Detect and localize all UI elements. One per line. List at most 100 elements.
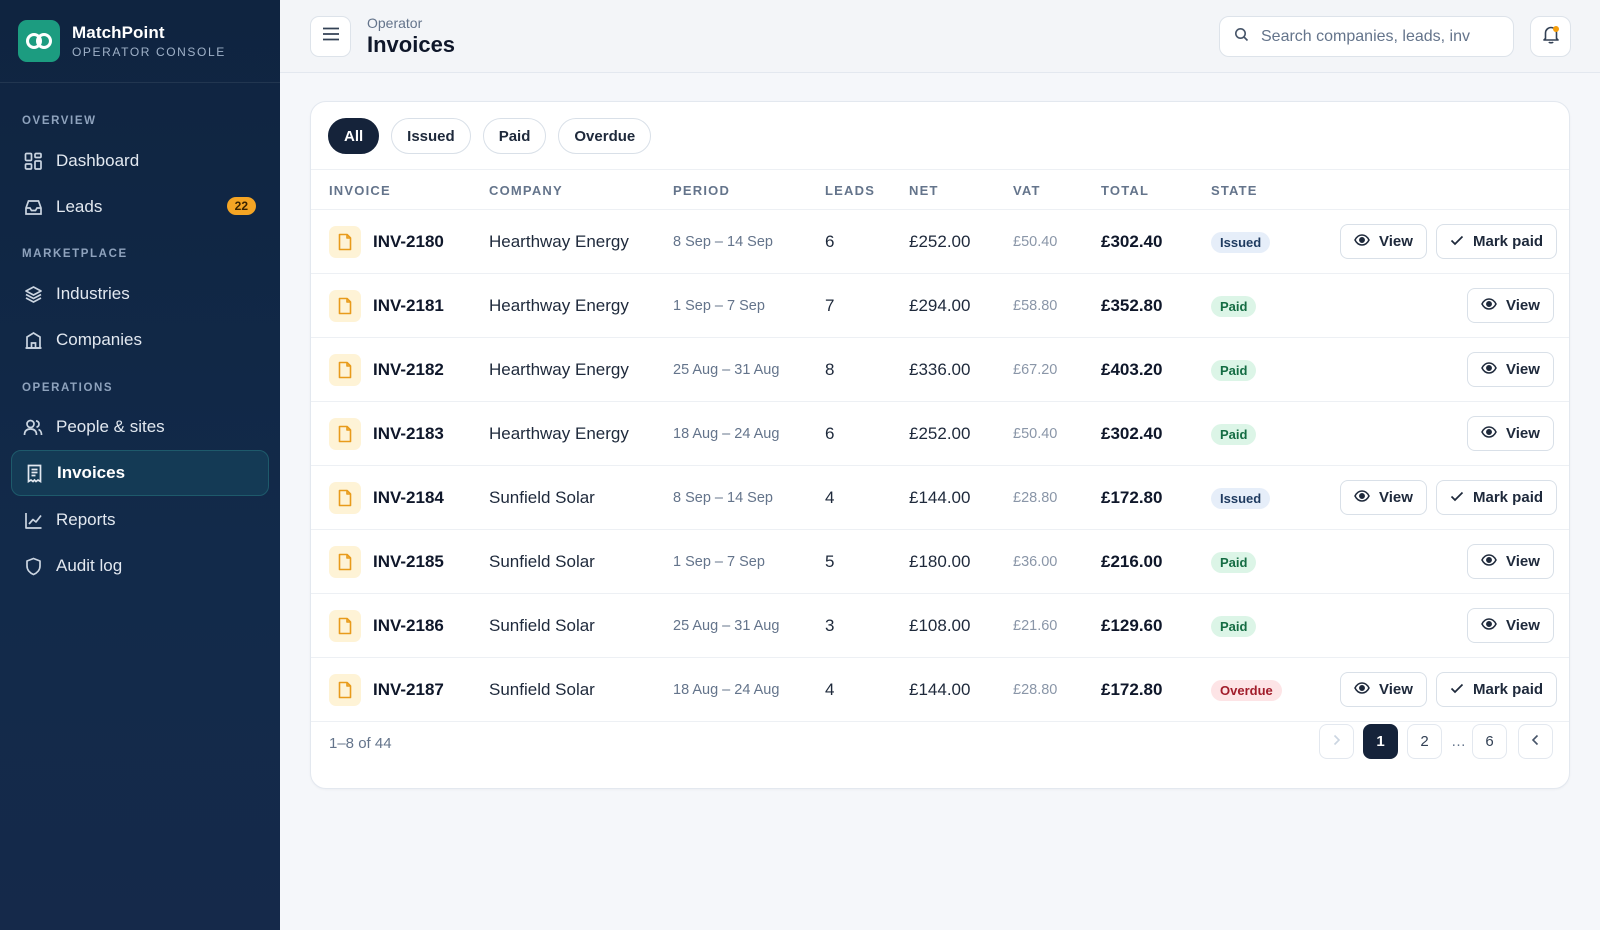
nav-section-operations: OPERATIONS bbox=[22, 382, 114, 394]
sidebar-item-label: People & sites bbox=[56, 417, 165, 436]
filter-chip-paid[interactable]: Paid bbox=[482, 118, 547, 154]
brand-subtitle: OPERATOR CONSOLE bbox=[72, 45, 226, 59]
filter-chip-all[interactable]: All bbox=[328, 118, 380, 154]
column-header-net: NET bbox=[909, 183, 939, 198]
eye-icon bbox=[1354, 489, 1379, 506]
net-amount: £144.00 bbox=[909, 488, 971, 507]
pagination-page-1[interactable]: 1 bbox=[1363, 724, 1398, 759]
sidebar-item-leads[interactable]: Leads 22 bbox=[11, 184, 269, 230]
sidebar-item-dashboard[interactable]: Dashboard bbox=[11, 138, 269, 184]
view-button-label: View bbox=[1506, 553, 1540, 570]
notifications-button[interactable] bbox=[1530, 16, 1571, 57]
filter-chip-issued[interactable]: Issued bbox=[391, 118, 471, 154]
layers-icon bbox=[23, 284, 43, 304]
view-button[interactable]: View bbox=[1467, 352, 1554, 387]
pagination-ellipsis: … bbox=[1451, 733, 1466, 750]
menu-toggle-button[interactable] bbox=[310, 16, 351, 57]
invoice-number[interactable]: INV-2184 bbox=[373, 488, 444, 507]
lead-count: 4 bbox=[825, 680, 835, 699]
document-icon bbox=[329, 610, 361, 642]
sidebar-item-label: Industries bbox=[56, 284, 130, 303]
receipt-icon bbox=[24, 463, 44, 483]
sidebar-item-companies[interactable]: Companies bbox=[11, 317, 269, 363]
invoice-number[interactable]: INV-2182 bbox=[373, 360, 444, 379]
leads-count-badge: 22 bbox=[226, 197, 256, 215]
document-icon bbox=[329, 482, 361, 514]
column-header-invoice: INVOICE bbox=[329, 183, 391, 198]
status-badge: Paid bbox=[1211, 423, 1257, 445]
status-badge: Paid bbox=[1211, 295, 1257, 317]
view-button[interactable]: View bbox=[1467, 416, 1554, 451]
sidebar-item-people-sites[interactable]: People & sites bbox=[11, 404, 269, 450]
table-row[interactable]: INV-2186 Sunfield Solar 25 Aug – 31 Aug 3 £1… bbox=[311, 594, 1569, 658]
sidebar-item-invoices[interactable]: Invoices bbox=[11, 450, 269, 496]
mark-paid-button[interactable]: Mark paid bbox=[1436, 672, 1558, 707]
invoice-number[interactable]: INV-2187 bbox=[373, 680, 444, 699]
view-button[interactable]: View bbox=[1467, 608, 1554, 643]
view-button[interactable]: View bbox=[1340, 480, 1427, 515]
status-badge: Issued bbox=[1211, 487, 1271, 509]
pagination-next-button[interactable] bbox=[1319, 724, 1354, 759]
invoices-card: All Issued Paid Overdue INVOICE COMPANY … bbox=[310, 101, 1570, 789]
status-badge: Paid bbox=[1211, 359, 1257, 381]
view-button[interactable]: View bbox=[1340, 224, 1427, 259]
page-title: Invoices bbox=[367, 32, 456, 57]
bell-icon bbox=[1542, 25, 1560, 49]
net-amount: £180.00 bbox=[909, 552, 971, 571]
document-icon bbox=[329, 354, 361, 386]
sidebar-item-reports[interactable]: Reports bbox=[11, 497, 269, 543]
breadcrumb: Operator bbox=[367, 15, 423, 31]
sidebar-item-label: Invoices bbox=[57, 463, 126, 482]
mark-paid-button[interactable]: Mark paid bbox=[1436, 480, 1558, 515]
search-input[interactable] bbox=[1261, 27, 1491, 46]
mark-paid-button[interactable]: Mark paid bbox=[1436, 224, 1558, 259]
table-row[interactable]: INV-2184 Sunfield Solar 8 Sep – 14 Sep 4 £14… bbox=[311, 466, 1569, 530]
pagination-prev-button[interactable] bbox=[1518, 724, 1553, 759]
nav-section-marketplace: MARKETPLACE bbox=[22, 248, 128, 260]
vat-amount: £28.80 bbox=[1013, 682, 1058, 698]
total-amount: £172.80 bbox=[1101, 680, 1163, 699]
inbox-icon bbox=[23, 197, 43, 217]
sidebar: MatchPoint OPERATOR CONSOLE OVERVIEW Das… bbox=[0, 0, 280, 930]
table-row[interactable]: INV-2181 Hearthway Energy 1 Sep – 7 Sep 7 £2… bbox=[311, 274, 1569, 338]
vat-amount: £21.60 bbox=[1013, 618, 1058, 634]
shield-icon bbox=[23, 556, 43, 576]
filter-chip-overdue[interactable]: Overdue bbox=[558, 118, 652, 154]
company-name: Hearthway Energy bbox=[489, 360, 629, 379]
table-row[interactable]: INV-2187 Sunfield Solar 18 Aug – 24 Aug 4 £1… bbox=[311, 658, 1569, 722]
invoice-number[interactable]: INV-2186 bbox=[373, 616, 444, 635]
invoice-number[interactable]: INV-2180 bbox=[373, 232, 444, 251]
pagination-page-6[interactable]: 6 bbox=[1472, 724, 1507, 759]
sidebar-item-label: Reports bbox=[56, 510, 116, 529]
eye-icon bbox=[1481, 425, 1506, 442]
pagination-page-2[interactable]: 2 bbox=[1407, 724, 1442, 759]
eye-icon bbox=[1481, 361, 1506, 378]
eye-icon bbox=[1481, 297, 1506, 314]
table-row[interactable]: INV-2182 Hearthway Energy 25 Aug – 31 Aug 8… bbox=[311, 338, 1569, 402]
column-header-period: PERIOD bbox=[673, 183, 731, 198]
invoice-number[interactable]: INV-2183 bbox=[373, 424, 444, 443]
sidebar-item-industries[interactable]: Industries bbox=[11, 271, 269, 317]
total-amount: £172.80 bbox=[1101, 488, 1163, 507]
invoice-number[interactable]: INV-2185 bbox=[373, 552, 444, 571]
table-row[interactable]: INV-2185 Sunfield Solar 1 Sep – 7 Sep 5 £180… bbox=[311, 530, 1569, 594]
view-button[interactable]: View bbox=[1467, 288, 1554, 323]
check-icon bbox=[1450, 489, 1473, 506]
view-button[interactable]: View bbox=[1467, 544, 1554, 579]
sidebar-item-audit-log[interactable]: Audit log bbox=[11, 543, 269, 589]
table-row[interactable]: INV-2180 Hearthway Energy 8 Sep – 14 Sep 6 £… bbox=[311, 210, 1569, 274]
table-row[interactable]: INV-2183 Hearthway Energy 18 Aug – 24 Aug 6… bbox=[311, 402, 1569, 466]
invoice-period: 25 Aug – 31 Aug bbox=[673, 362, 780, 378]
view-button[interactable]: View bbox=[1340, 672, 1427, 707]
top-header: Operator Invoices bbox=[280, 0, 1600, 73]
net-amount: £144.00 bbox=[909, 680, 971, 699]
total-amount: £302.40 bbox=[1101, 424, 1163, 443]
column-header-leads: LEADS bbox=[825, 183, 876, 198]
mark-paid-button-label: Mark paid bbox=[1473, 681, 1544, 698]
invoice-number[interactable]: INV-2181 bbox=[373, 296, 444, 315]
brand-name: MatchPoint bbox=[72, 23, 165, 42]
check-icon bbox=[1450, 233, 1473, 250]
column-header-total: TOTAL bbox=[1101, 183, 1150, 198]
nav-section-overview: OVERVIEW bbox=[22, 115, 97, 127]
company-name: Sunfield Solar bbox=[489, 488, 595, 507]
